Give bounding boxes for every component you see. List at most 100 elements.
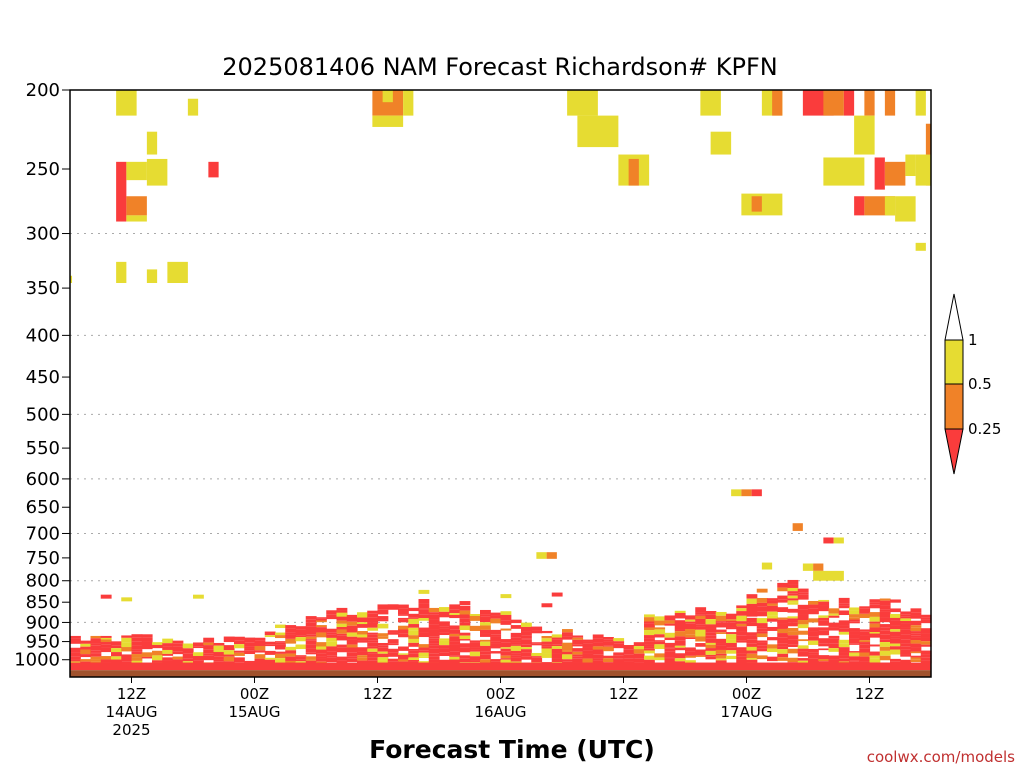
colorbar-bottom-arrow <box>944 428 964 475</box>
boundary-cell <box>808 608 819 615</box>
boundary-cell <box>900 643 912 647</box>
boundary-cell <box>777 595 789 600</box>
boundary-cell <box>818 599 830 602</box>
boundary-cell <box>541 630 553 634</box>
boundary-cell <box>510 640 522 643</box>
heatmap-cell <box>382 90 393 103</box>
heatmap-cell <box>854 196 865 216</box>
boundary-cell <box>213 645 225 651</box>
boundary-cell <box>644 644 655 647</box>
boundary-cell <box>705 642 717 645</box>
boundary-cell <box>141 652 153 657</box>
heatmap-cell <box>895 196 916 222</box>
boundary-cell <box>152 650 163 656</box>
heatmap-cell <box>884 196 896 216</box>
boundary-cell <box>459 618 471 623</box>
boundary-cell <box>787 587 799 592</box>
boundary-cell <box>685 615 696 620</box>
boundary-cell <box>603 639 614 642</box>
boundary-cell <box>879 627 891 631</box>
heatmap-cell <box>823 157 865 186</box>
boundary-cell <box>223 645 235 651</box>
boundary-cell <box>592 658 604 661</box>
boundary-cell <box>695 634 707 637</box>
boundary-cell <box>367 660 379 665</box>
boundary-cell <box>316 632 327 638</box>
boundary-cell <box>818 648 830 651</box>
boundary-cell <box>326 655 338 658</box>
boundary-cell <box>428 648 440 654</box>
heatmap-cell <box>116 90 137 116</box>
boundary-cell <box>777 633 789 638</box>
boundary-cell <box>264 631 276 636</box>
heatmap-cell <box>813 570 844 581</box>
boundary-cell <box>100 642 112 645</box>
boundary-cell <box>459 639 471 641</box>
boundary-cell <box>480 616 491 623</box>
boundary-cell <box>910 657 922 660</box>
boundary-cell <box>326 637 338 642</box>
boundary-cell <box>295 629 307 636</box>
boundary-cell <box>316 618 327 621</box>
boundary-cell <box>849 634 860 639</box>
boundary-cell <box>172 646 184 652</box>
boundary-cell <box>70 638 81 644</box>
boundary-cell <box>551 658 563 663</box>
boundary-cell <box>787 616 799 619</box>
boundary-cell <box>582 658 594 663</box>
boundary-cell <box>859 631 871 636</box>
boundary-cell <box>70 647 81 653</box>
boundary-cell <box>838 639 850 644</box>
boundary-cell <box>838 652 850 656</box>
boundary-cell <box>490 618 502 624</box>
boundary-cell <box>879 617 891 623</box>
boundary-cell <box>797 604 809 610</box>
boundary-cell <box>213 656 225 660</box>
boundary-cell <box>562 629 573 633</box>
boundary-cell <box>449 609 461 614</box>
boundary-cell <box>777 640 789 644</box>
boundary-cell <box>316 656 327 659</box>
boundary-cell <box>582 643 594 648</box>
boundary-cell <box>521 638 532 640</box>
heatmap-cell <box>70 275 73 284</box>
boundary-cell <box>480 622 491 626</box>
boundary-cell <box>316 646 327 650</box>
boundary-cell <box>756 648 768 652</box>
boundary-cell <box>469 625 481 631</box>
boundary-cell <box>613 652 625 656</box>
y-tick-label: 550 <box>26 438 60 459</box>
boundary-cell <box>141 646 153 650</box>
boundary-cell <box>264 635 276 638</box>
boundary-cell <box>326 634 338 638</box>
boundary-cell <box>613 658 625 660</box>
boundary-cell <box>367 640 379 643</box>
boundary-cell <box>756 602 768 607</box>
boundary-cell <box>838 610 850 616</box>
boundary-cell <box>111 659 122 663</box>
boundary-cell <box>244 637 256 643</box>
boundary-cell <box>357 634 368 638</box>
boundary-cell <box>787 602 799 605</box>
y-tick-label: 500 <box>26 404 60 425</box>
boundary-cell <box>562 650 573 652</box>
boundary-cell <box>510 653 522 656</box>
x-axis-label: Forecast Time (UTC) <box>369 735 655 764</box>
boundary-cell <box>797 594 809 600</box>
boundary-cell <box>254 637 266 641</box>
boundary-cell <box>223 636 235 639</box>
boundary-cell <box>746 659 758 663</box>
boundary-cell <box>746 617 758 623</box>
boundary-cell <box>818 620 830 626</box>
heatmap-cell <box>208 161 219 178</box>
boundary-cell <box>357 622 368 625</box>
boundary-cell <box>644 627 655 631</box>
boundary-cell <box>357 660 368 664</box>
boundary-cell <box>510 632 522 638</box>
boundary-cell <box>490 636 502 642</box>
boundary-cell <box>100 659 112 663</box>
boundary-cell <box>264 659 276 664</box>
boundary-cell <box>275 651 286 654</box>
boundary-cell <box>797 620 809 625</box>
x-tick-label: 00Z <box>732 685 761 703</box>
